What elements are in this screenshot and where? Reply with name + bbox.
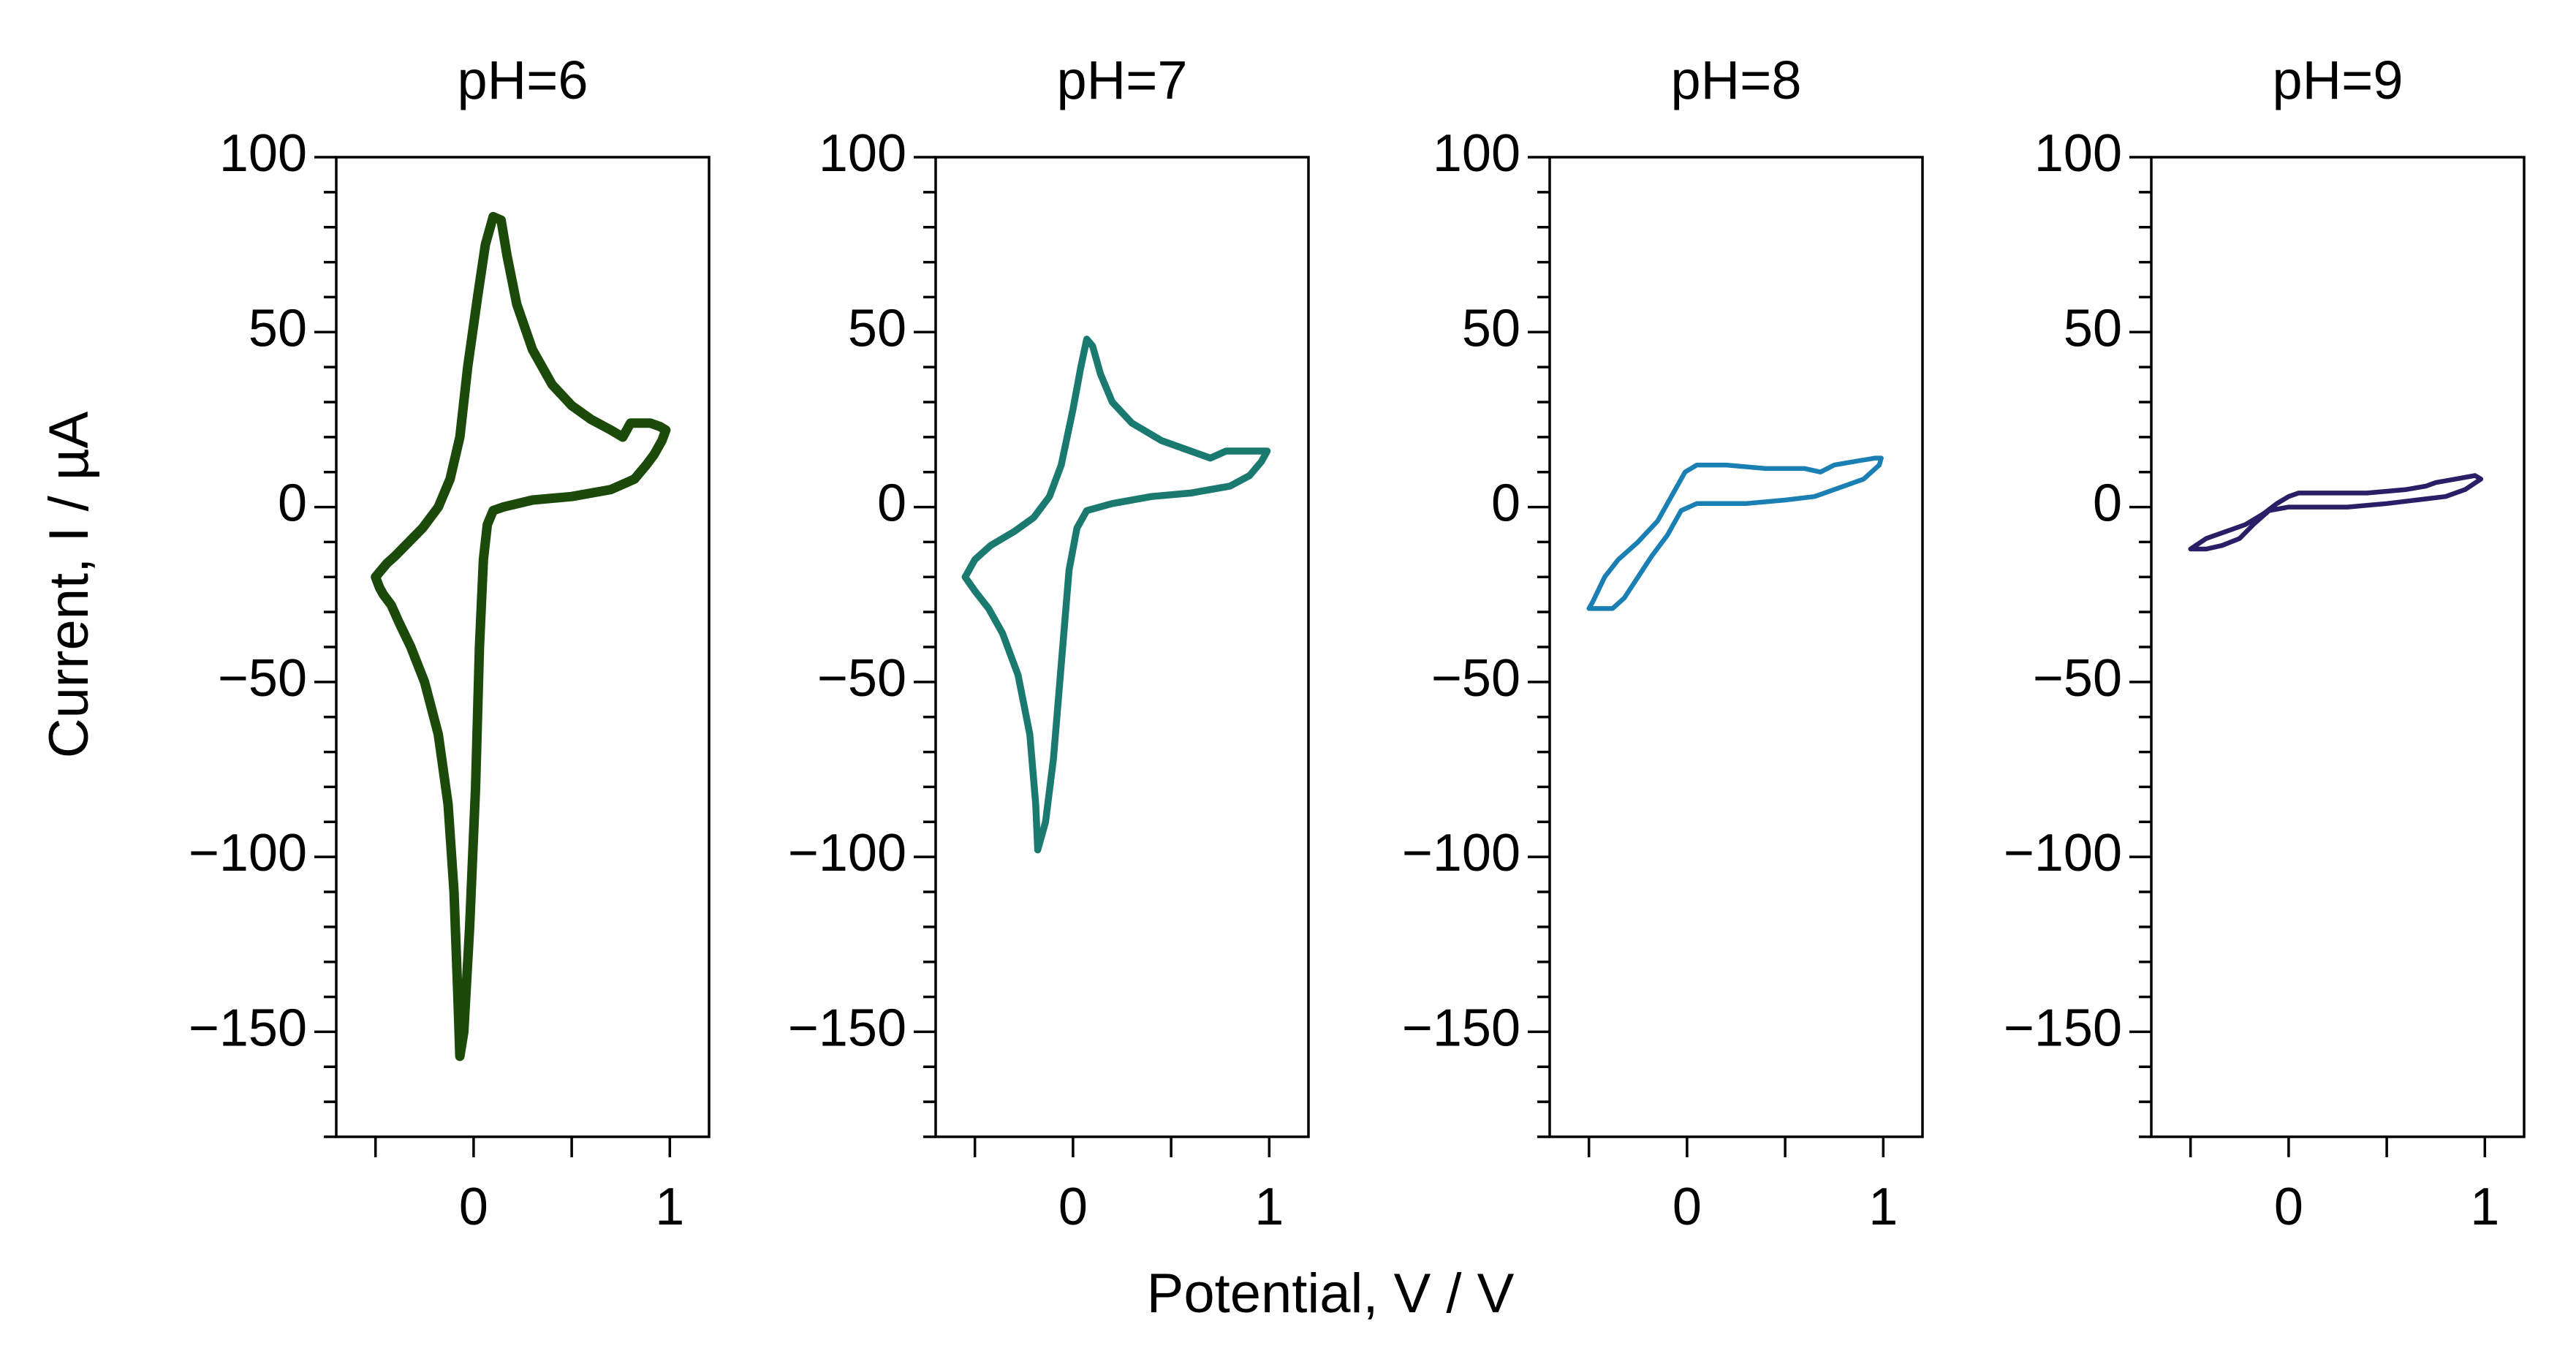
y-tick-label: 0 — [877, 474, 906, 533]
y-tick-label: 100 — [2034, 124, 2122, 183]
panel-ph8: pH=8 −150 −100 −50 0 50 100 0 1 — [1402, 50, 1924, 1236]
y-tick-label: −100 — [189, 824, 307, 882]
plot-frame — [934, 156, 1310, 1138]
y-tick-label: −100 — [788, 824, 906, 882]
y-axis-title: Current, I / µA — [38, 411, 100, 758]
y-tick-label: 50 — [2064, 299, 2122, 357]
x-tick-label: 0 — [1058, 1178, 1088, 1236]
plot-frame — [1548, 156, 1924, 1138]
y-tick-label: 100 — [1433, 124, 1520, 183]
x-tick-label: 1 — [1254, 1178, 1284, 1236]
cv-curve — [2188, 473, 2484, 552]
panel-ph9: pH=9 −150 −100 −50 0 50 100 0 1 — [2004, 50, 2526, 1236]
panel-title: pH=8 — [1671, 50, 1802, 110]
panel-title: pH=9 — [2273, 50, 2403, 110]
y-tick-label: 50 — [249, 299, 307, 357]
y-tick-label: −150 — [788, 999, 906, 1057]
x-tick-label: 1 — [655, 1178, 684, 1236]
x-tick-label: 0 — [459, 1178, 488, 1236]
x-tick-label: 0 — [1672, 1178, 1702, 1236]
x-tick-label: 1 — [2470, 1178, 2499, 1236]
y-tick-label: −150 — [2004, 999, 2122, 1057]
cv-curve — [961, 336, 1271, 854]
y-tick-label: −50 — [817, 649, 906, 708]
plot-frame — [2150, 156, 2526, 1138]
cv-curve — [1586, 455, 1884, 611]
y-tick-label: 100 — [819, 124, 906, 183]
panel-title: pH=6 — [458, 50, 588, 110]
y-tick-label: 0 — [278, 474, 307, 533]
x-axis-title: Potential, V / V — [1147, 1263, 1515, 1325]
y-tick-label: 50 — [1462, 299, 1520, 357]
y-tick-label: −50 — [1431, 649, 1520, 708]
y-tick-label: 50 — [848, 299, 906, 357]
plot-frame — [335, 156, 711, 1138]
panel-ph6: pH=6 −150 −100 −50 0 50 100 0 1 — [189, 50, 711, 1236]
cv-curve — [371, 211, 671, 1062]
y-tick-label: 0 — [2093, 474, 2122, 533]
y-tick-label: −100 — [1402, 824, 1520, 882]
y-tick-label: −150 — [1402, 999, 1520, 1057]
y-tick-label: −150 — [189, 999, 307, 1057]
x-tick-label: 0 — [2274, 1178, 2303, 1236]
x-tick-label: 1 — [1868, 1178, 1898, 1236]
y-tick-label: −50 — [218, 649, 307, 708]
panel-title: pH=7 — [1057, 50, 1188, 110]
y-tick-label: 0 — [1491, 474, 1520, 533]
y-tick-label: 100 — [219, 124, 307, 183]
y-tick-label: −50 — [2033, 649, 2122, 708]
panel-ph7: pH=7 −150 −100 −50 0 50 100 0 1 — [788, 50, 1310, 1236]
y-tick-label: −100 — [2004, 824, 2122, 882]
